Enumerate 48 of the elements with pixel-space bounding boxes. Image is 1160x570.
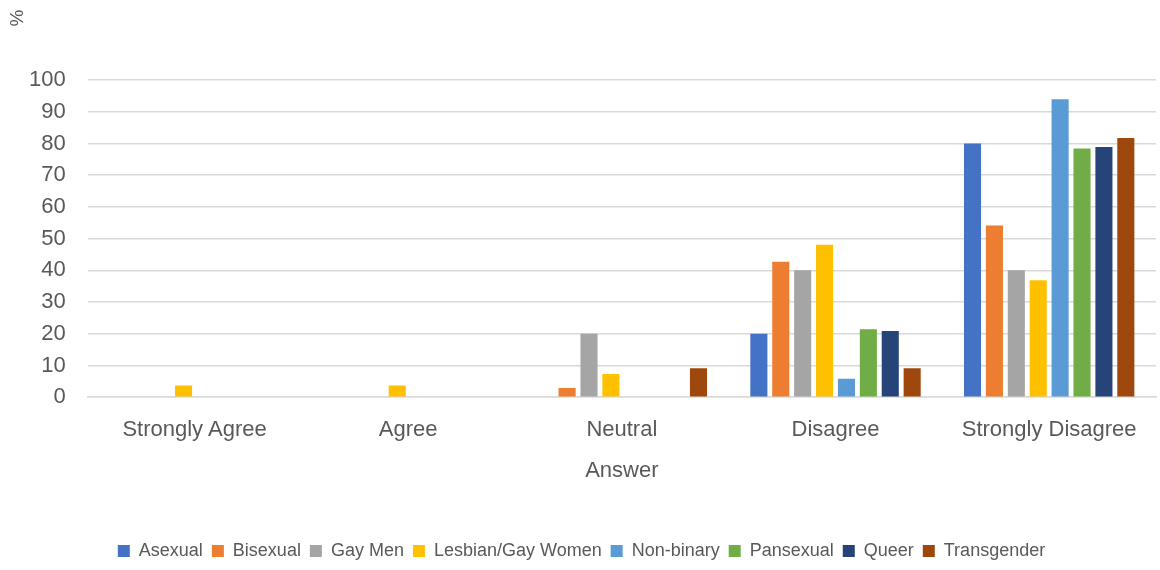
bar <box>903 368 921 397</box>
bar <box>1007 270 1025 397</box>
bar <box>175 385 193 397</box>
x-axis-title: Answer <box>585 456 659 482</box>
y-axis-title: % <box>6 9 28 27</box>
bar <box>1073 148 1091 397</box>
y-tick-label: 80 <box>41 129 66 155</box>
y-tick-label: 10 <box>41 351 66 377</box>
bar <box>1117 138 1135 397</box>
x-tick-label: Neutral <box>586 416 658 442</box>
bar <box>794 270 812 397</box>
bar <box>881 330 899 397</box>
bar <box>985 225 1003 397</box>
legend-label: Lesbian/Gay Women <box>433 539 602 560</box>
y-tick-label: 100 <box>28 66 66 92</box>
bar <box>772 261 790 397</box>
legend-label: Bisexual <box>232 539 301 560</box>
bar <box>558 388 576 397</box>
y-tick-label: 90 <box>41 97 66 123</box>
y-tick-label: 40 <box>41 256 66 282</box>
x-tick-label: Disagree <box>791 416 880 442</box>
y-tick-label: 50 <box>41 224 66 250</box>
bar <box>602 374 620 397</box>
bar <box>689 368 708 397</box>
legend-label: Queer <box>863 539 914 560</box>
y-tick-label: 0 <box>53 383 66 409</box>
x-tick-label: Agree <box>378 416 438 442</box>
bar <box>963 143 982 397</box>
legend-label: Transgender <box>943 539 1046 560</box>
y-tick-label: 30 <box>41 288 66 314</box>
bar <box>1051 99 1069 397</box>
bar <box>750 333 768 397</box>
y-tick-label: 70 <box>41 161 66 187</box>
bar <box>816 244 834 397</box>
y-tick-label: 60 <box>41 192 66 218</box>
bar <box>859 329 877 397</box>
legend-label: Asexual <box>138 539 203 560</box>
legend-label: Pansexual <box>749 539 834 560</box>
legend-label: Gay Men <box>330 539 404 560</box>
x-tick-label: Strongly Disagree <box>961 416 1137 442</box>
bar <box>1095 146 1113 397</box>
bar <box>388 385 406 397</box>
x-tick-label: Strongly Agree <box>122 416 267 442</box>
bar <box>1029 280 1047 397</box>
legend-label: Non-binary <box>631 539 720 560</box>
bar <box>837 378 855 397</box>
y-tick-label: 20 <box>41 319 66 345</box>
bar <box>580 333 598 397</box>
